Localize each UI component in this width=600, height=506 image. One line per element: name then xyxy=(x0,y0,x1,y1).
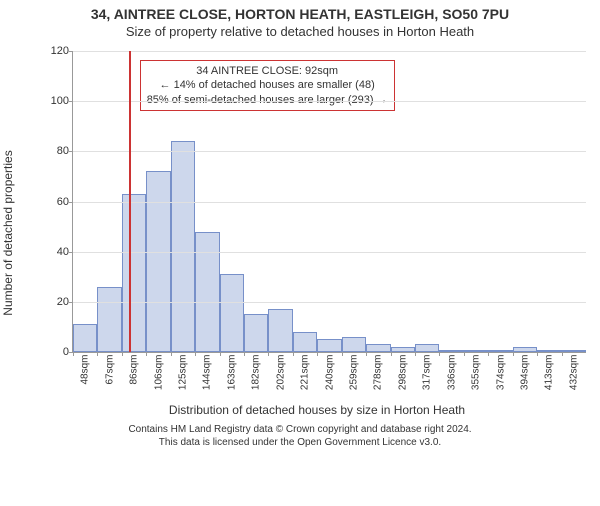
grid-line xyxy=(73,101,586,102)
histogram-bar xyxy=(488,350,512,353)
x-tick-mark xyxy=(195,352,196,356)
x-tick-label: 106sqm xyxy=(153,355,164,391)
x-tick-mark xyxy=(171,352,172,356)
x-tick-label: 298sqm xyxy=(397,355,408,391)
x-tick-label: 394sqm xyxy=(519,355,530,391)
x-tick-mark xyxy=(97,352,98,356)
y-tick-mark xyxy=(69,151,73,152)
y-tick-label: 60 xyxy=(47,196,69,208)
x-tick-mark xyxy=(415,352,416,356)
x-tick-mark xyxy=(537,352,538,356)
histogram-bar xyxy=(244,314,268,352)
histogram-bar xyxy=(146,171,170,352)
footer-attribution: Contains HM Land Registry data © Crown c… xyxy=(0,423,600,449)
histogram-bar xyxy=(537,350,561,353)
histogram-bar xyxy=(73,324,97,352)
histogram-bar xyxy=(317,339,341,352)
histogram-bar xyxy=(464,350,488,353)
y-tick-mark xyxy=(69,302,73,303)
histogram-bar xyxy=(171,141,195,352)
callout-line1: 34 AINTREE CLOSE: 92sqm xyxy=(147,64,388,78)
x-tick-label: 374sqm xyxy=(495,355,506,391)
histogram-bar xyxy=(122,194,146,352)
histogram-bar xyxy=(268,309,292,352)
x-tick-label: 259sqm xyxy=(348,355,359,391)
histogram-bar xyxy=(366,344,390,352)
grid-line xyxy=(73,252,586,253)
x-tick-label: 182sqm xyxy=(251,355,262,391)
x-tick-label: 432sqm xyxy=(568,355,579,391)
plot-region: 34 AINTREE CLOSE: 92sqm ← 14% of detache… xyxy=(72,51,586,353)
x-tick-label: 278sqm xyxy=(373,355,384,391)
x-tick-label: 317sqm xyxy=(422,355,433,391)
chart-area: Number of detached properties 34 AINTREE… xyxy=(44,43,590,423)
x-tick-mark xyxy=(488,352,489,356)
x-tick-mark xyxy=(366,352,367,356)
x-tick-mark xyxy=(73,352,74,356)
histogram-bar xyxy=(415,344,439,352)
x-tick-label: 48sqm xyxy=(80,355,91,385)
y-tick-label: 80 xyxy=(47,145,69,157)
y-tick-label: 100 xyxy=(47,95,69,107)
y-tick-label: 20 xyxy=(47,296,69,308)
x-tick-label: 355sqm xyxy=(471,355,482,391)
x-tick-label: 413sqm xyxy=(544,355,555,391)
histogram-bar xyxy=(342,337,366,352)
grid-line xyxy=(73,51,586,52)
x-tick-mark xyxy=(513,352,514,356)
histogram-bar xyxy=(391,347,415,352)
x-tick-mark xyxy=(244,352,245,356)
grid-line xyxy=(73,151,586,152)
y-tick-label: 0 xyxy=(47,346,69,358)
x-axis-label: Distribution of detached houses by size … xyxy=(44,403,590,417)
x-tick-label: 202sqm xyxy=(275,355,286,391)
y-tick-mark xyxy=(69,51,73,52)
x-tick-mark xyxy=(293,352,294,356)
histogram-bar xyxy=(220,274,244,352)
histogram-bar xyxy=(293,332,317,352)
y-tick-label: 120 xyxy=(47,45,69,57)
histogram-bar xyxy=(513,347,537,352)
histogram-bar xyxy=(562,350,586,353)
reference-line xyxy=(129,51,131,352)
x-tick-mark xyxy=(317,352,318,356)
x-tick-mark xyxy=(220,352,221,356)
y-tick-label: 40 xyxy=(47,246,69,258)
y-tick-mark xyxy=(69,202,73,203)
x-tick-mark xyxy=(391,352,392,356)
x-tick-label: 240sqm xyxy=(324,355,335,391)
footer-line2: This data is licensed under the Open Gov… xyxy=(0,436,600,449)
x-tick-label: 67sqm xyxy=(104,355,115,385)
x-tick-mark xyxy=(562,352,563,356)
x-tick-label: 221sqm xyxy=(300,355,311,391)
x-tick-label: 163sqm xyxy=(226,355,237,391)
x-tick-mark xyxy=(464,352,465,356)
histogram-bar xyxy=(195,232,219,352)
x-tick-label: 336sqm xyxy=(446,355,457,391)
x-tick-mark xyxy=(268,352,269,356)
x-tick-label: 125sqm xyxy=(177,355,188,391)
x-tick-mark xyxy=(122,352,123,356)
callout-box: 34 AINTREE CLOSE: 92sqm ← 14% of detache… xyxy=(140,60,395,111)
chart-title-sub: Size of property relative to detached ho… xyxy=(0,24,600,39)
histogram-bar xyxy=(439,350,463,353)
x-tick-label: 86sqm xyxy=(129,355,140,385)
x-tick-mark xyxy=(146,352,147,356)
footer-line1: Contains HM Land Registry data © Crown c… xyxy=(0,423,600,436)
y-tick-mark xyxy=(69,252,73,253)
grid-line xyxy=(73,302,586,303)
x-tick-label: 144sqm xyxy=(202,355,213,391)
y-axis-label: Number of detached properties xyxy=(1,150,15,315)
chart-title-main: 34, AINTREE CLOSE, HORTON HEATH, EASTLEI… xyxy=(0,6,600,22)
x-tick-mark xyxy=(439,352,440,356)
callout-line3: 85% of semi-detached houses are larger (… xyxy=(147,93,388,107)
y-tick-mark xyxy=(69,101,73,102)
grid-line xyxy=(73,202,586,203)
x-tick-mark xyxy=(342,352,343,356)
callout-line2: ← 14% of detached houses are smaller (48… xyxy=(147,78,388,92)
histogram-bar xyxy=(97,287,121,352)
